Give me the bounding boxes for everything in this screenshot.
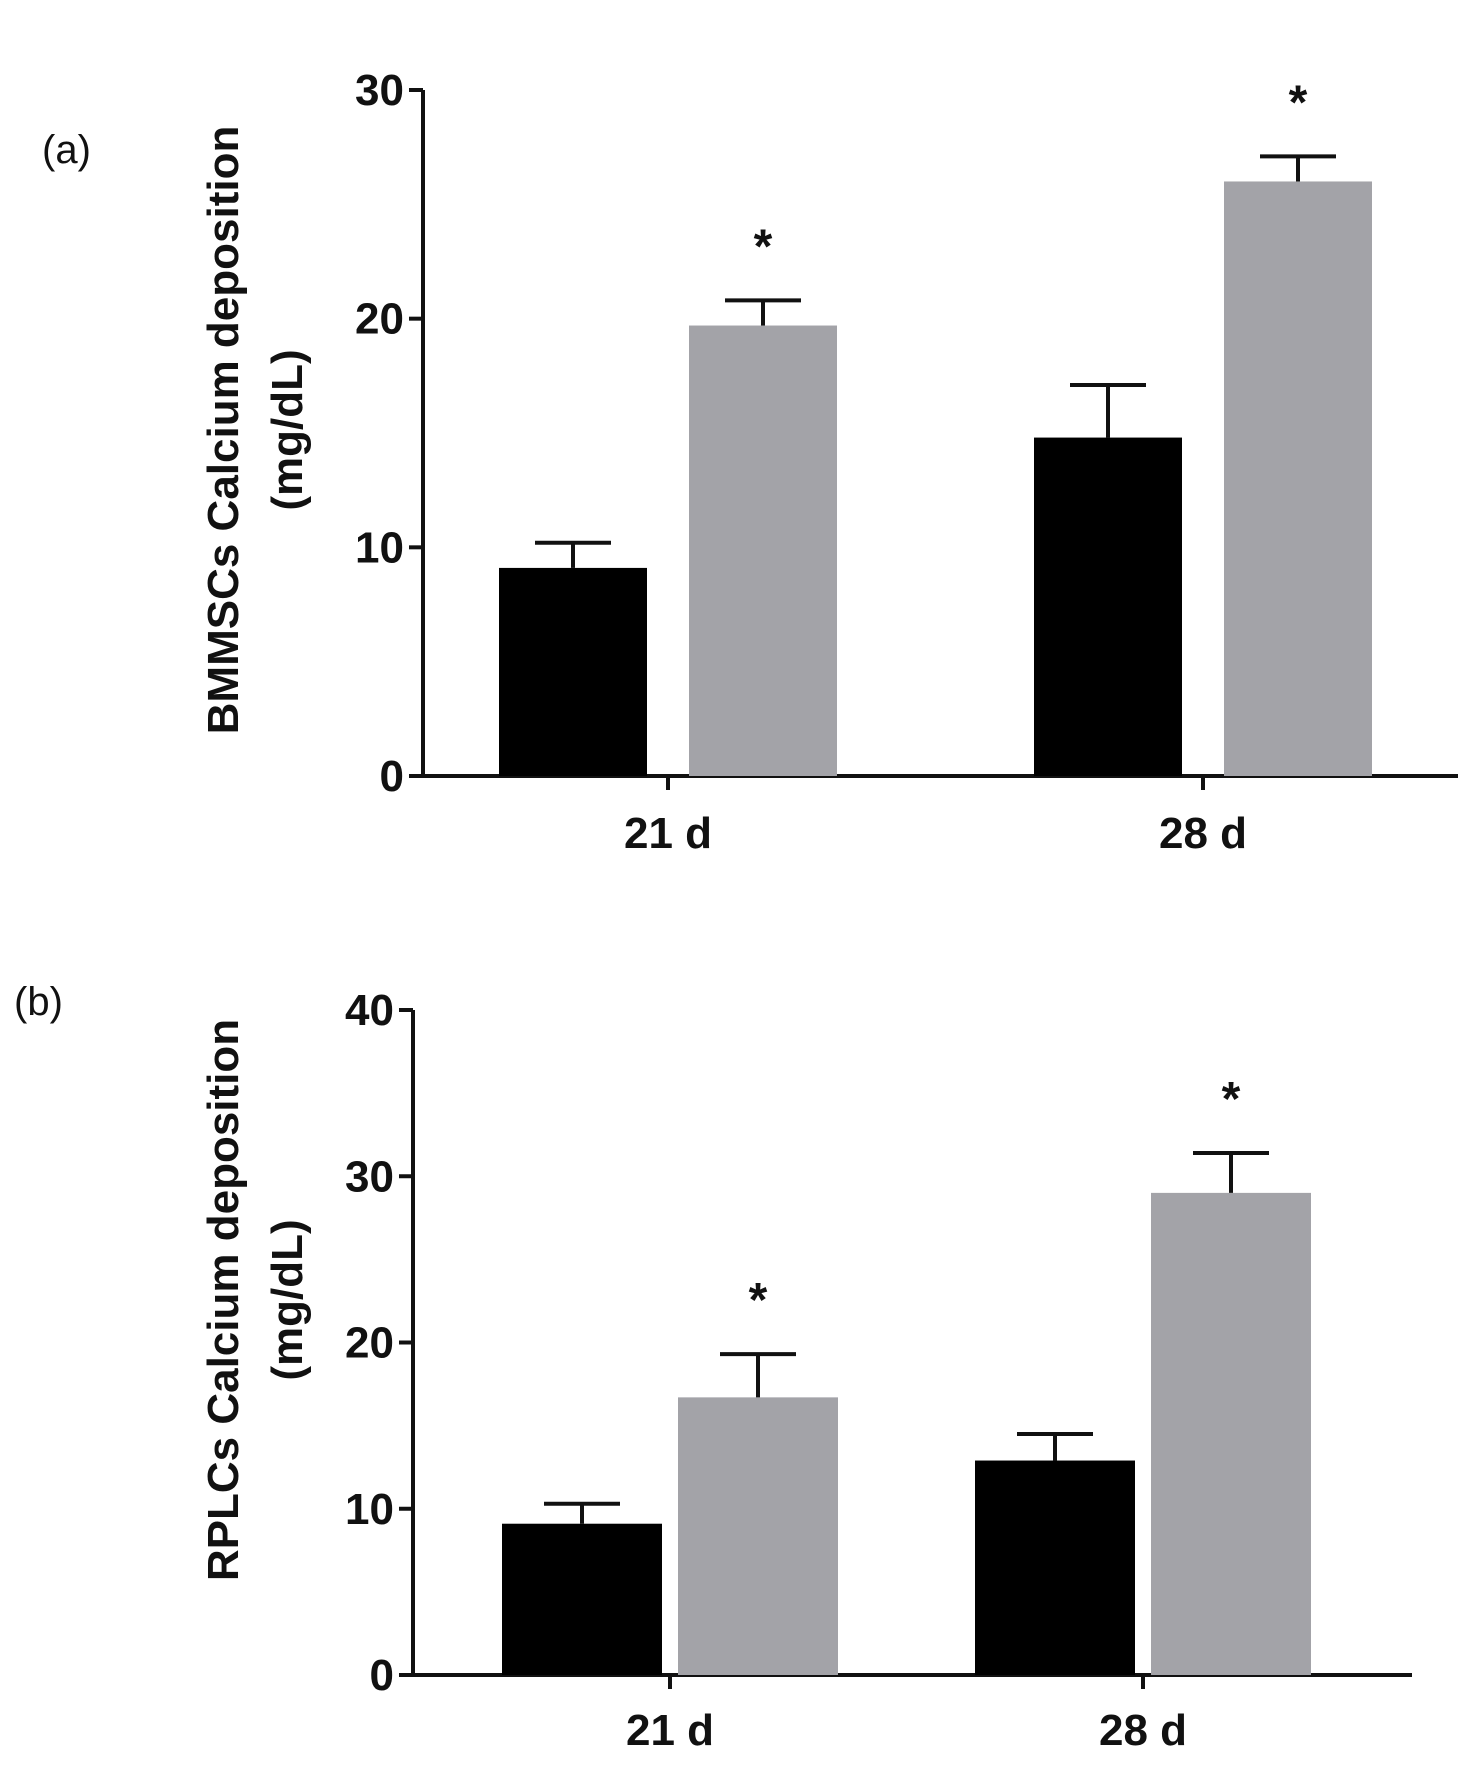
panel-b-category-label: 28 d <box>1099 1706 1187 1755</box>
panel-a-y-tick-label: 0 <box>380 752 404 801</box>
panel-a-y-tick-label: 30 <box>355 66 404 115</box>
panel-b-significance-star: * <box>1222 1073 1241 1126</box>
panel-b-chart: 0 10 20 30 40 21 d 28 d * * <box>345 986 1412 1755</box>
panel-b-bar-control <box>975 1460 1135 1675</box>
panel-a-ylabel-line2: (mg/dL) <box>263 349 312 510</box>
panel-a-bar-control <box>1034 437 1182 776</box>
panel-b-y-tick-label: 0 <box>370 1651 394 1700</box>
panel-a-category-label: 21 d <box>624 809 712 858</box>
panel-b-y-tick-label: 40 <box>345 986 394 1035</box>
panel-a-y-tick-label: 10 <box>355 523 404 572</box>
panel-b-y-tick-label: 30 <box>345 1152 394 1201</box>
panel-b-bar-control <box>502 1523 662 1675</box>
panel-a-significance-star: * <box>1289 76 1308 129</box>
panel-a-ylabel-line1: BMMSCs Calcium deposition <box>199 126 248 735</box>
panel-b-category-label: 21 d <box>626 1706 714 1755</box>
panel-b-bar-treated <box>1151 1192 1311 1675</box>
panel-b-ylabel-line2: (mg/dL) <box>263 1219 312 1380</box>
panel-b-ylabel-line1: RPLCs Calcium deposition <box>199 1019 248 1581</box>
panel-a-bar-treated <box>689 325 837 776</box>
panel-a-y-tick-label: 20 <box>355 295 404 344</box>
panel-a-bar-treated <box>1224 181 1372 776</box>
panel-a-category-label: 28 d <box>1159 809 1247 858</box>
panel-b-bar-treated <box>678 1397 838 1675</box>
panel-b-label: (b) <box>14 980 63 1024</box>
panel-a-chart: 0 10 20 30 21 d 28 d * * <box>355 66 1458 858</box>
panel-a-significance-star: * <box>754 220 773 273</box>
panel-b-y-tick-label: 20 <box>345 1319 394 1368</box>
panel-b-significance-star: * <box>749 1274 768 1327</box>
panel-b-y-tick-label: 10 <box>345 1485 394 1534</box>
panel-a-bar-control <box>499 567 647 776</box>
panel-a-label: (a) <box>42 128 91 172</box>
